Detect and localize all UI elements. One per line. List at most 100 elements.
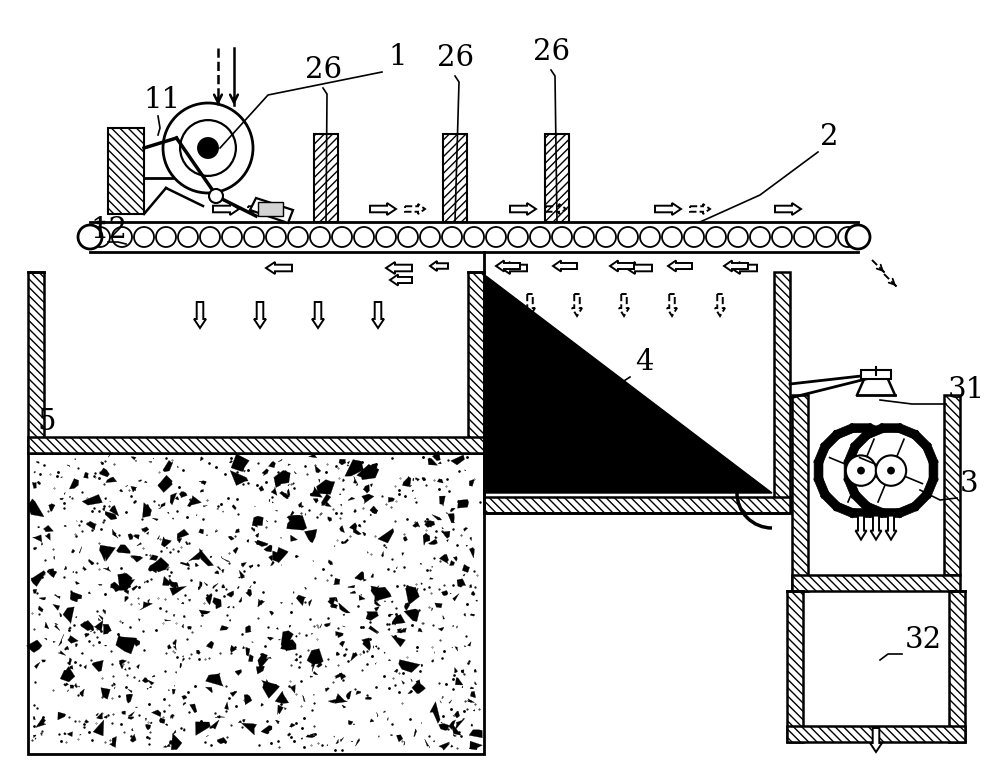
Polygon shape xyxy=(103,609,106,613)
Circle shape xyxy=(530,227,550,247)
Polygon shape xyxy=(450,508,455,511)
Circle shape xyxy=(851,431,931,511)
Polygon shape xyxy=(269,461,275,468)
Polygon shape xyxy=(103,567,111,572)
Polygon shape xyxy=(54,623,60,631)
Polygon shape xyxy=(217,566,221,570)
Polygon shape xyxy=(457,579,466,587)
Polygon shape xyxy=(294,472,297,474)
Polygon shape xyxy=(68,626,71,629)
Polygon shape xyxy=(152,675,155,677)
Polygon shape xyxy=(432,608,433,611)
Polygon shape xyxy=(313,672,318,675)
Polygon shape xyxy=(372,302,384,328)
Bar xyxy=(443,134,467,222)
Polygon shape xyxy=(471,724,473,726)
Polygon shape xyxy=(38,526,40,528)
Polygon shape xyxy=(199,582,202,586)
Polygon shape xyxy=(285,478,288,481)
Polygon shape xyxy=(32,482,36,489)
Polygon shape xyxy=(870,515,882,540)
Polygon shape xyxy=(53,641,55,643)
Polygon shape xyxy=(336,652,340,655)
Polygon shape xyxy=(330,604,338,608)
Polygon shape xyxy=(433,741,435,742)
Polygon shape xyxy=(279,478,281,480)
Bar xyxy=(468,272,484,453)
Polygon shape xyxy=(173,644,176,651)
Polygon shape xyxy=(340,737,344,742)
Polygon shape xyxy=(31,571,45,586)
Polygon shape xyxy=(261,726,272,734)
Polygon shape xyxy=(257,540,268,547)
Polygon shape xyxy=(374,594,377,595)
Polygon shape xyxy=(458,500,469,508)
Polygon shape xyxy=(168,690,170,691)
Text: 4: 4 xyxy=(635,348,654,376)
Polygon shape xyxy=(281,602,283,604)
Polygon shape xyxy=(252,516,263,526)
Polygon shape xyxy=(39,597,46,600)
Polygon shape xyxy=(844,477,859,498)
Polygon shape xyxy=(388,628,390,631)
Polygon shape xyxy=(432,515,442,520)
Polygon shape xyxy=(363,485,369,493)
Polygon shape xyxy=(404,741,405,745)
Polygon shape xyxy=(318,479,320,482)
Polygon shape xyxy=(179,493,182,497)
Bar xyxy=(28,437,484,453)
Polygon shape xyxy=(339,603,350,613)
Polygon shape xyxy=(75,581,79,584)
Polygon shape xyxy=(610,260,634,271)
Polygon shape xyxy=(353,724,355,725)
Polygon shape xyxy=(251,527,255,532)
Polygon shape xyxy=(870,728,882,752)
Polygon shape xyxy=(168,644,171,649)
Polygon shape xyxy=(210,720,219,729)
Polygon shape xyxy=(453,716,455,717)
Polygon shape xyxy=(35,737,36,739)
Polygon shape xyxy=(343,614,345,615)
Text: 3: 3 xyxy=(960,470,979,498)
Polygon shape xyxy=(275,691,289,704)
Polygon shape xyxy=(38,606,43,612)
Polygon shape xyxy=(34,547,37,550)
Polygon shape xyxy=(362,638,371,651)
Polygon shape xyxy=(370,203,396,215)
Circle shape xyxy=(888,468,894,474)
Polygon shape xyxy=(439,554,449,564)
Polygon shape xyxy=(271,561,274,565)
Polygon shape xyxy=(371,574,374,577)
Polygon shape xyxy=(132,586,138,590)
Polygon shape xyxy=(247,540,249,542)
Polygon shape xyxy=(149,686,152,688)
Polygon shape xyxy=(183,729,185,731)
Polygon shape xyxy=(60,666,75,682)
Polygon shape xyxy=(146,554,148,556)
Polygon shape xyxy=(868,503,889,518)
Polygon shape xyxy=(64,493,65,495)
Circle shape xyxy=(464,227,484,247)
Polygon shape xyxy=(299,657,300,658)
Polygon shape xyxy=(449,700,452,703)
Polygon shape xyxy=(447,540,448,542)
Polygon shape xyxy=(235,669,242,676)
Polygon shape xyxy=(71,549,75,553)
Polygon shape xyxy=(898,423,919,439)
Polygon shape xyxy=(325,687,329,691)
Polygon shape xyxy=(64,566,67,570)
Polygon shape xyxy=(363,579,366,581)
Polygon shape xyxy=(432,566,433,568)
Polygon shape xyxy=(132,639,140,647)
Circle shape xyxy=(838,227,858,247)
Polygon shape xyxy=(287,515,307,530)
Polygon shape xyxy=(439,496,445,506)
Polygon shape xyxy=(110,737,116,748)
Polygon shape xyxy=(189,498,191,501)
Polygon shape xyxy=(322,494,331,505)
Polygon shape xyxy=(104,716,108,719)
Polygon shape xyxy=(310,676,313,677)
Polygon shape xyxy=(439,742,450,750)
Polygon shape xyxy=(177,529,189,539)
Polygon shape xyxy=(314,703,315,704)
